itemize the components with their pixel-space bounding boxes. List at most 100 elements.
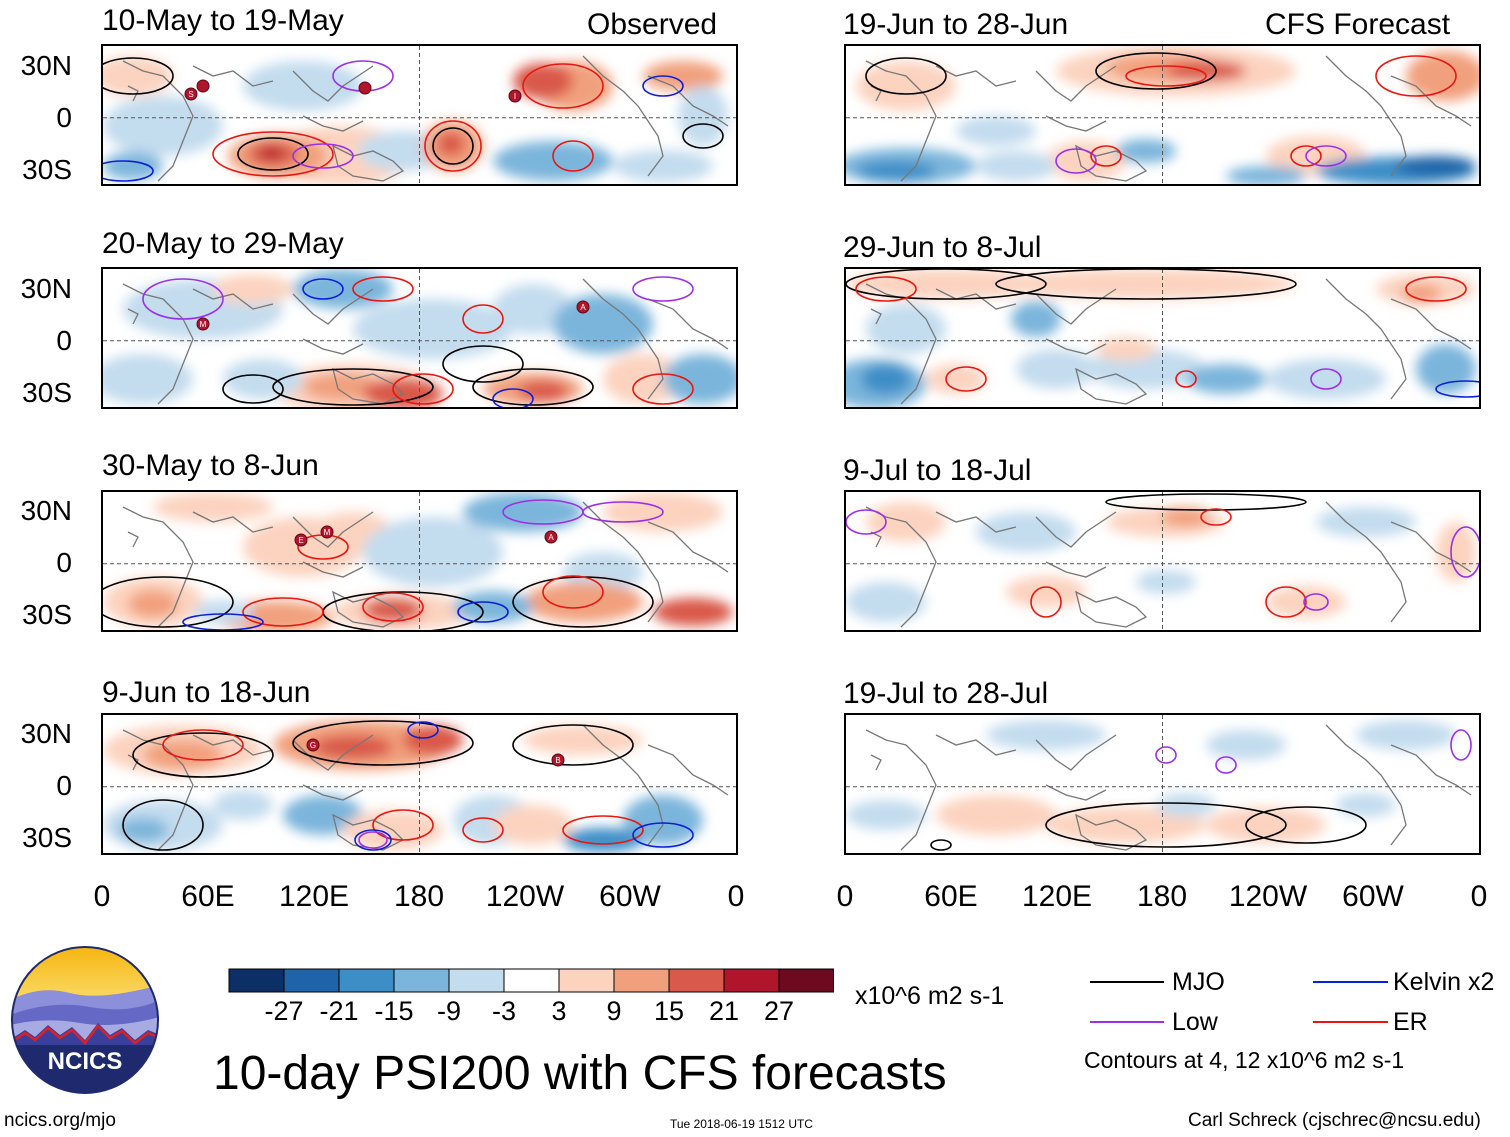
anomaly-blob (353, 299, 513, 359)
contour-line (846, 269, 1047, 300)
anomaly-blob (1156, 793, 1216, 817)
anomaly-blob (1011, 301, 1061, 337)
contour-line (995, 269, 1297, 300)
map-panel (844, 267, 1481, 409)
anomaly-blob (846, 800, 926, 830)
storm-marker (358, 81, 372, 95)
colorbar-box (448, 968, 505, 993)
anomaly-blob (856, 161, 936, 181)
contour-line (1125, 65, 1207, 87)
contour-line (142, 278, 224, 320)
map-svg (846, 715, 1479, 853)
anomaly-blob (553, 294, 653, 354)
anomaly-blob (986, 720, 1106, 750)
contour-line (462, 817, 504, 843)
anomaly-blob (678, 86, 728, 146)
coastline (870, 754, 882, 771)
colorbar-label: 15 (653, 996, 685, 1026)
contour-line (292, 720, 474, 766)
coastline (127, 85, 139, 102)
colorbar-box (613, 968, 670, 993)
contour-line (212, 131, 334, 177)
legend-label-er: ER (1393, 1008, 1428, 1036)
contour-line (103, 160, 154, 182)
anomaly-blob (363, 517, 503, 587)
coastline (127, 754, 139, 771)
coastline (122, 60, 194, 182)
y-tick-label: 0 (56, 325, 72, 356)
anomaly-blob (1401, 284, 1441, 304)
contour-line (1305, 145, 1347, 167)
y-tick-label: 30N (20, 50, 72, 81)
anomaly-blob (1096, 337, 1156, 361)
colorbar-box (393, 968, 450, 993)
coastline (935, 511, 1017, 533)
y-tick-label: 0 (56, 770, 72, 801)
legend-label-low: Low (1172, 1008, 1218, 1036)
contour-line (1290, 145, 1322, 167)
storm-marker-label: I (514, 92, 516, 101)
y-tick-label: 30S (22, 377, 72, 408)
contour-line (642, 75, 684, 97)
storm-marker-label: E (298, 536, 303, 545)
contour-line (1105, 493, 1307, 511)
anomaly-blob (976, 512, 1076, 552)
contour-line (1095, 52, 1217, 90)
coastline (865, 506, 937, 628)
contour-line (122, 799, 204, 851)
coastline (935, 65, 1017, 87)
contour-line (457, 601, 509, 623)
anomaly-blob (1266, 359, 1386, 399)
contour-line (846, 509, 887, 535)
contour-line (865, 57, 947, 95)
coastline (122, 506, 194, 628)
colorbar-label: -15 (374, 996, 414, 1026)
contour-line (682, 123, 724, 149)
anomaly-blob (213, 790, 273, 820)
contour-line (1155, 746, 1177, 764)
anomaly-blob (1396, 156, 1476, 176)
y-tick-label: 30S (22, 154, 72, 185)
anomaly-blob (663, 354, 736, 404)
anomaly-blob (363, 378, 443, 407)
coastline (1325, 278, 1407, 400)
legend: MJO Kelvin x2 Low ER Contours at 4, 12 x… (1084, 968, 1508, 1078)
x-tick-label: 180 (1136, 880, 1188, 913)
footer-url[interactable]: ncics.org/mjo (4, 1110, 116, 1131)
contour-line (222, 374, 284, 404)
contour-line (1435, 380, 1479, 398)
coastline (192, 511, 274, 533)
coastline (1075, 813, 1148, 851)
anomaly-blob (1356, 720, 1456, 750)
contour-line (242, 597, 324, 627)
coastline (292, 65, 374, 102)
coastline (1390, 75, 1472, 127)
contour-line (1405, 276, 1467, 302)
x-tick-label: 0 (93, 880, 111, 913)
storm-marker (544, 530, 558, 544)
colorbar-label: -9 (436, 996, 461, 1026)
x-tick-label: 0 (836, 880, 854, 913)
anomaly-blob (513, 63, 573, 99)
anomaly-blob (846, 269, 1046, 299)
storm-marker-label: M (200, 320, 207, 329)
anomaly-blob (153, 492, 273, 522)
contour-line (302, 278, 344, 300)
anomaly-blob (103, 96, 223, 156)
anomaly-blob (996, 269, 1296, 299)
map-svg: GB (103, 715, 736, 853)
observed-label: Observed (587, 8, 718, 41)
storm-marker-label: S (188, 90, 193, 99)
coastline (1390, 298, 1472, 350)
coastline (1045, 338, 1107, 355)
x-tick-label: 0 (1470, 880, 1488, 913)
anomaly-blob (261, 147, 281, 159)
panel-title: 30-May to 8-Jun (102, 449, 319, 482)
contour-line (1045, 802, 1287, 848)
anomaly-blob (493, 284, 573, 334)
coastline (1390, 521, 1472, 573)
legend-label-kelvin: Kelvin x2 (1393, 968, 1495, 996)
coastline (1035, 511, 1117, 548)
coastline (865, 283, 937, 405)
